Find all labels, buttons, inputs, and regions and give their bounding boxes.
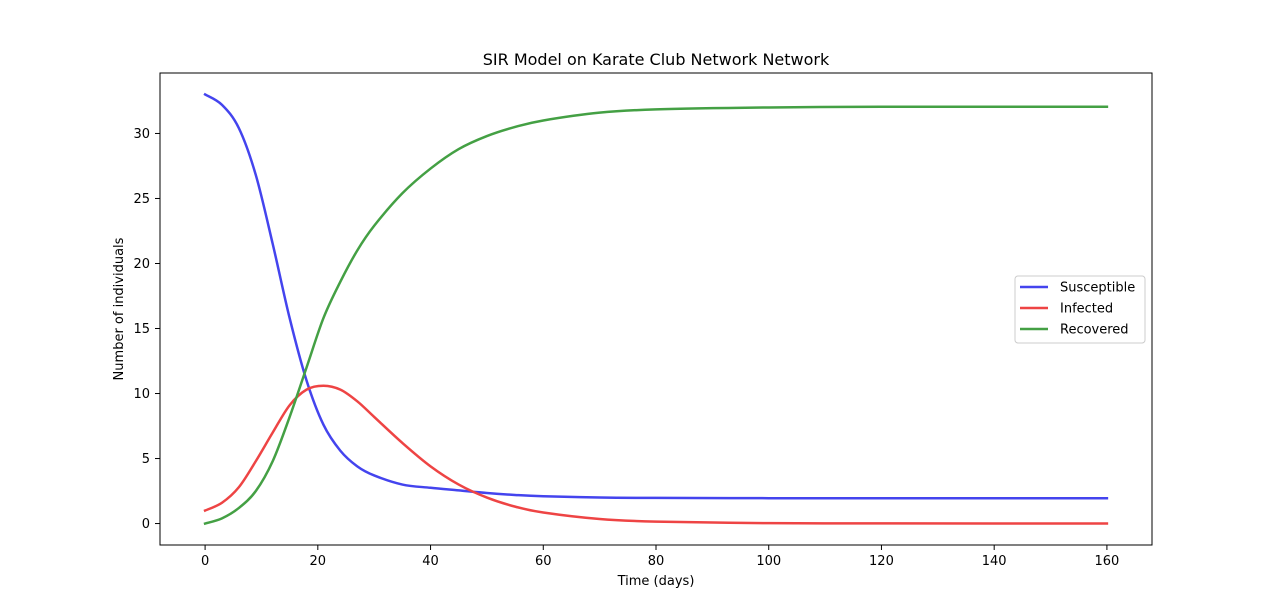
y-tick-label: 30 — [133, 127, 150, 142]
y-tick-label: 0 — [142, 517, 150, 532]
series-line-susceptible — [203, 92, 1109, 500]
x-tick-label: 0 — [201, 554, 209, 569]
x-tick-label: 20 — [310, 554, 327, 569]
y-tick-label: 5 — [142, 452, 150, 467]
legend-box — [1014, 275, 1146, 344]
x-tick-label: 60 — [535, 554, 552, 569]
series-line-infected — [203, 384, 1109, 525]
legend-label-recovered: Recovered — [1060, 323, 1129, 338]
y-axis: 0 5 10 15 20 25 30 — [133, 127, 160, 532]
y-axis-label: Number of individuals — [112, 237, 127, 380]
y-tick-label: 20 — [133, 257, 150, 272]
legend: Susceptible Infected Recovered — [1014, 275, 1146, 344]
series-layer — [203, 92, 1109, 526]
x-tick-label: 160 — [1094, 554, 1119, 569]
x-axis-label: Time (days) — [617, 574, 695, 589]
legend-label-susceptible: Susceptible — [1060, 281, 1135, 296]
x-tick-label: 80 — [648, 554, 665, 569]
legend-label-infected: Infected — [1060, 302, 1113, 317]
y-tick-label: 25 — [133, 192, 150, 207]
x-tick-label: 40 — [422, 554, 439, 569]
y-tick-label: 10 — [133, 387, 150, 402]
x-tick-label: 140 — [982, 554, 1007, 569]
plot-area: 0 20 40 60 80 100 120 140 160 0 5 10 15 20 25 30 — [133, 72, 1153, 569]
y-tick-label: 15 — [133, 322, 150, 337]
x-tick-label: 100 — [756, 554, 781, 569]
x-tick-label: 120 — [869, 554, 894, 569]
series-line-recovered — [203, 105, 1109, 526]
x-axis: 0 20 40 60 80 100 120 140 160 — [201, 545, 1119, 569]
chart-title: SIR Model on Karate Club Network Network — [483, 50, 830, 69]
